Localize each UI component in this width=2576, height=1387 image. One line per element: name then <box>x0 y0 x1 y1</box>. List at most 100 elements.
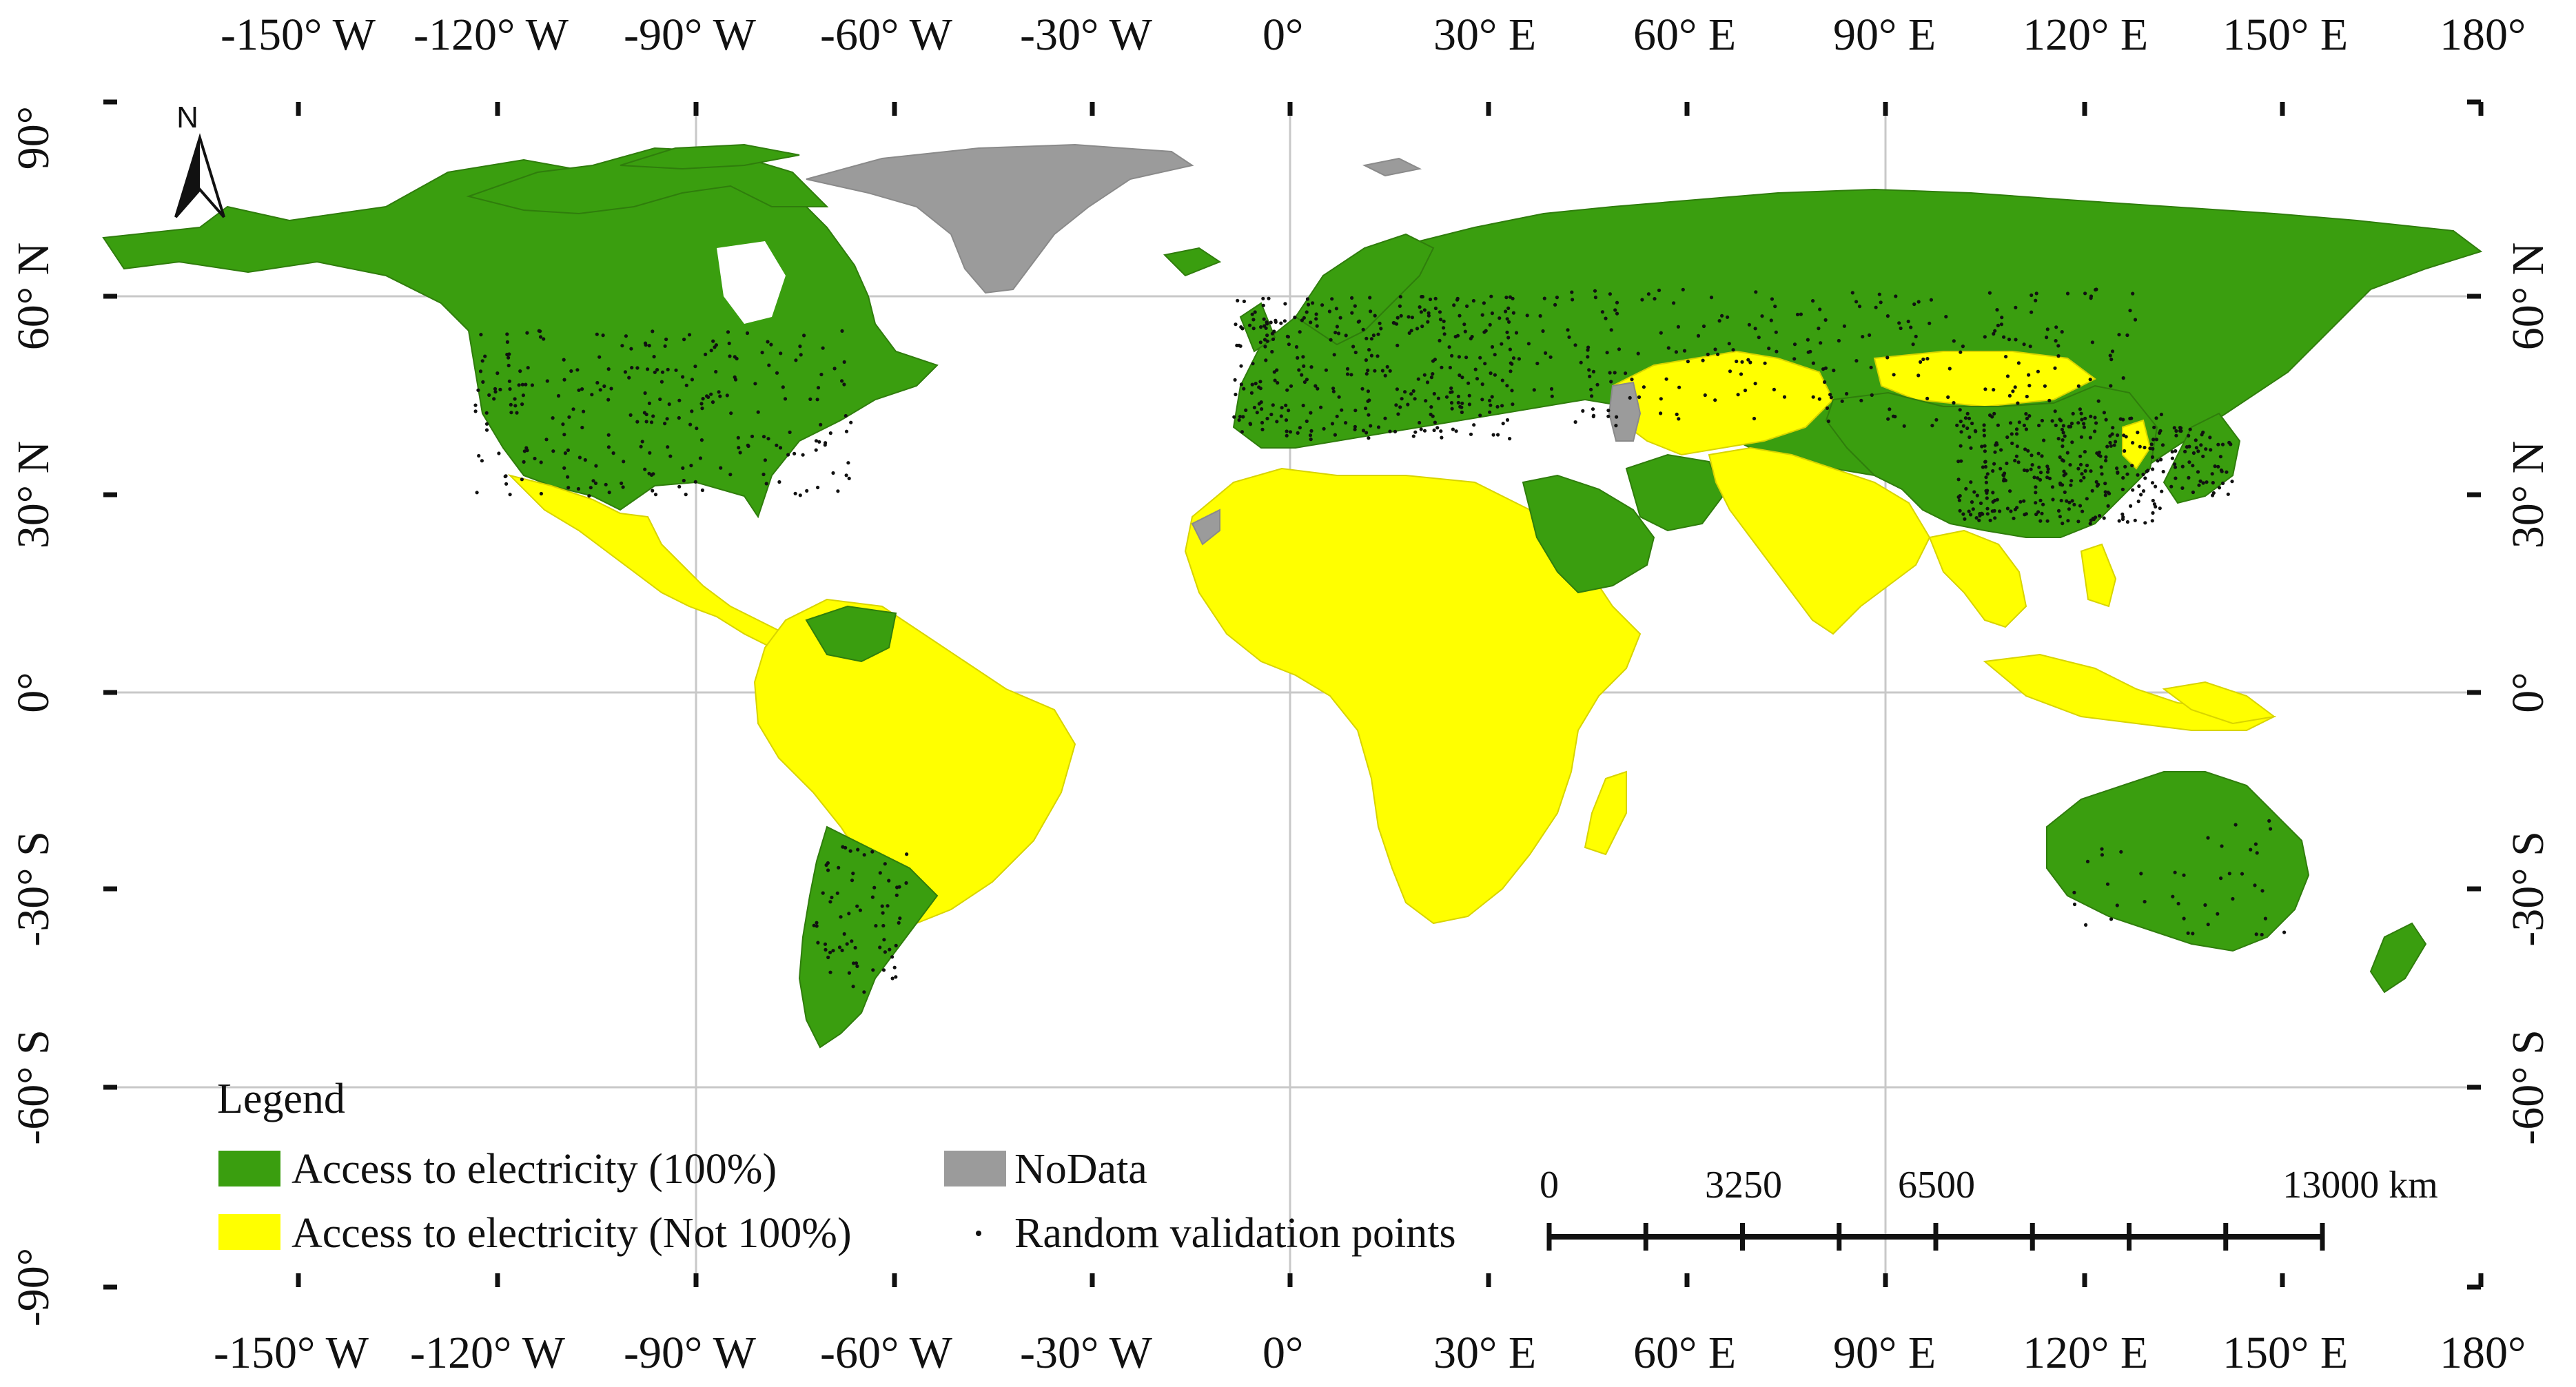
north-arrow: N <box>174 101 225 218</box>
validation-point <box>663 422 667 426</box>
validation-point <box>1969 513 1973 517</box>
validation-point <box>1305 297 1309 301</box>
validation-point <box>1505 384 1509 388</box>
validation-point <box>2098 454 2103 458</box>
validation-point <box>1398 295 1402 299</box>
validation-point <box>1825 406 1830 411</box>
validation-point <box>1400 397 1404 401</box>
validation-point <box>1811 395 1815 399</box>
validation-point <box>1442 319 1446 323</box>
validation-point <box>1285 334 1289 338</box>
validation-point <box>793 491 797 495</box>
validation-point <box>1314 312 1318 316</box>
top-lon-label: -60° W <box>820 10 953 60</box>
validation-point <box>1993 450 1997 454</box>
validation-point <box>1948 367 1952 371</box>
validation-point <box>2054 325 2058 329</box>
validation-point <box>542 337 546 341</box>
validation-point <box>1322 427 1326 431</box>
validation-point <box>1510 362 1514 366</box>
validation-point <box>1916 373 1921 378</box>
validation-point <box>598 388 602 392</box>
validation-point <box>503 474 507 479</box>
validation-point <box>520 477 524 482</box>
validation-point <box>623 370 628 374</box>
validation-point <box>2059 498 2063 503</box>
validation-point <box>2178 426 2183 430</box>
validation-point <box>2089 414 2093 419</box>
validation-point <box>1686 360 1690 364</box>
validation-point <box>2024 512 2028 516</box>
validation-point <box>2145 469 2149 473</box>
validation-point <box>1969 480 1973 484</box>
mongolia-region <box>1873 351 2096 408</box>
validation-point <box>1657 288 1662 292</box>
validation-point <box>1301 403 1305 408</box>
validation-point <box>1624 371 1628 376</box>
validation-point <box>1845 391 1849 396</box>
validation-point <box>2136 473 2140 477</box>
validation-point <box>2047 398 2052 402</box>
validation-point <box>837 945 842 949</box>
validation-point <box>1823 366 1828 370</box>
validation-point <box>505 352 509 357</box>
validation-point <box>2143 445 2147 450</box>
validation-point <box>2013 458 2017 463</box>
validation-point <box>1383 373 1387 378</box>
validation-point <box>660 370 665 374</box>
bottom-lon-label: 90° E <box>1833 1328 1936 1378</box>
validation-point <box>521 393 526 398</box>
validation-point <box>815 398 819 402</box>
validation-point <box>2180 486 2185 491</box>
validation-point <box>483 354 487 358</box>
validation-point <box>561 422 565 427</box>
validation-point <box>2216 464 2220 469</box>
validation-point <box>812 923 816 927</box>
validation-point <box>1886 417 1890 421</box>
validation-point <box>2005 506 2010 511</box>
validation-point <box>761 472 766 477</box>
validation-point <box>1296 356 1300 360</box>
new-guinea-region <box>2162 681 2276 725</box>
validation-point <box>2188 427 2192 431</box>
validation-point <box>2253 842 2258 846</box>
validation-point <box>1553 302 1557 307</box>
validation-point <box>595 332 599 336</box>
validation-point <box>2060 458 2065 462</box>
validation-point <box>2040 418 2044 423</box>
validation-point <box>597 355 602 359</box>
validation-point <box>1980 444 1984 449</box>
validation-point <box>1995 308 1999 312</box>
validation-point <box>1854 300 1859 304</box>
validation-point <box>1422 308 1427 312</box>
validation-point <box>1782 395 1787 399</box>
validation-point <box>2178 429 2183 433</box>
validation-point <box>1238 415 1243 419</box>
validation-point <box>1432 428 1436 433</box>
validation-point <box>2119 850 2123 854</box>
validation-point <box>2058 515 2062 519</box>
validation-point <box>1899 326 1903 331</box>
validation-point <box>1313 384 1318 388</box>
validation-point <box>1275 420 1279 424</box>
validation-point <box>1469 432 1473 436</box>
validation-point <box>1659 411 1663 415</box>
validation-point <box>1491 433 1495 437</box>
validation-point <box>1465 304 1469 308</box>
validation-point <box>1713 398 1717 402</box>
validation-point <box>883 950 887 954</box>
validation-point <box>648 451 652 455</box>
validation-point <box>897 921 901 925</box>
validation-point <box>727 341 731 345</box>
validation-point <box>2111 426 2115 430</box>
validation-point <box>2170 456 2174 460</box>
validation-point <box>1959 430 1963 434</box>
validation-point <box>2211 481 2215 485</box>
validation-point <box>1305 310 1309 314</box>
validation-point <box>1640 298 1644 302</box>
bottom-lon-label: 150° E <box>2222 1328 2348 1378</box>
validation-point <box>2038 477 2043 482</box>
bottom-lon-label: -90° W <box>624 1328 757 1378</box>
validation-point <box>887 879 891 883</box>
north-america-region <box>102 157 939 519</box>
